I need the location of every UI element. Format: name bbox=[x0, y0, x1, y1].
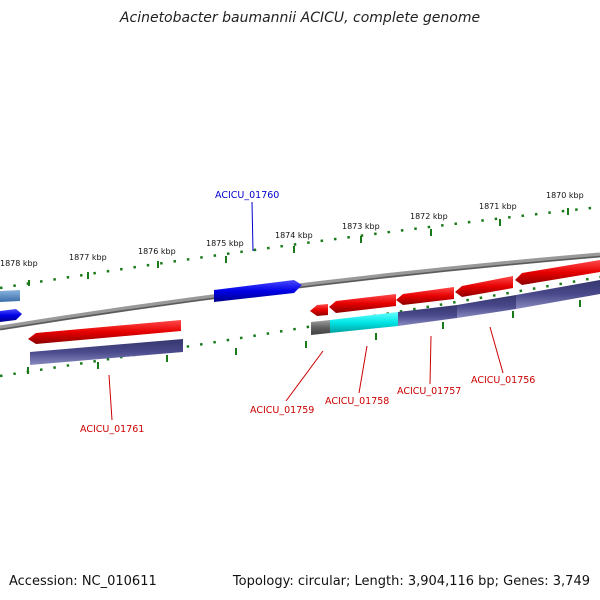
gene-label[interactable]: ACICU_01759 bbox=[250, 405, 314, 416]
genome-backbone bbox=[0, 252, 600, 331]
gene-arrow[interactable] bbox=[0, 290, 20, 302]
label-leader bbox=[429, 335, 432, 385]
forward-genes bbox=[0, 280, 302, 322]
feature-track bbox=[30, 280, 600, 365]
label-leader bbox=[489, 326, 504, 374]
feature-block[interactable] bbox=[30, 339, 183, 365]
ruler-label: 1878 kbp bbox=[0, 259, 38, 268]
genome-summary-text: Topology: circular; Length: 3,904,116 bp… bbox=[232, 574, 590, 589]
gene-label[interactable]: ACICU_01761 bbox=[80, 424, 144, 435]
ruler-label: 1876 kbp bbox=[138, 247, 176, 256]
ruler-label: 1875 kbp bbox=[206, 239, 244, 248]
genome-title: Acinetobacter baumannii ACICU, complete … bbox=[119, 10, 481, 26]
feature-block[interactable] bbox=[457, 295, 516, 318]
feature-block[interactable] bbox=[330, 312, 398, 333]
ruler-label: 1877 kbp bbox=[69, 253, 107, 262]
outer-ruler bbox=[0, 205, 600, 290]
ruler-label: 1870 kbp bbox=[546, 191, 584, 200]
gene-arrow-ACICU-01757[interactable] bbox=[396, 287, 454, 305]
gene-label[interactable]: ACICU_01756 bbox=[471, 375, 535, 386]
gene-arrow-ACICU-01760[interactable] bbox=[214, 280, 302, 302]
accession-text: Accession: NC_010611 bbox=[9, 574, 157, 589]
gene-arrow-ACICU-01756[interactable] bbox=[455, 276, 513, 297]
feature-block[interactable] bbox=[311, 320, 330, 335]
ruler-label: 1872 kbp bbox=[410, 212, 448, 221]
label-leader bbox=[285, 350, 324, 402]
gene-arrow[interactable] bbox=[0, 309, 22, 322]
feature-block[interactable] bbox=[516, 280, 600, 309]
ruler-label: 1871 kbp bbox=[479, 202, 517, 211]
inner-ruler bbox=[0, 275, 600, 378]
gene-label[interactable]: ACICU_01758 bbox=[325, 396, 389, 407]
gene-label[interactable]: ACICU_01760 bbox=[215, 190, 279, 201]
label-leader bbox=[251, 201, 254, 252]
feature-block[interactable] bbox=[398, 305, 457, 326]
gene-arrow-ACICU-01759[interactable] bbox=[310, 304, 328, 316]
label-leader bbox=[108, 374, 113, 421]
reverse-genes bbox=[28, 260, 600, 344]
ruler-label: 1874 kbp bbox=[275, 231, 313, 240]
gene-arrow[interactable] bbox=[515, 260, 600, 285]
gene-label[interactable]: ACICU_01757 bbox=[397, 386, 461, 397]
gene-arrow-ACICU-01761[interactable] bbox=[28, 320, 181, 344]
ruler-label: 1873 kbp bbox=[342, 222, 380, 231]
label-leader bbox=[358, 345, 368, 394]
gene-arrow-ACICU-01758[interactable] bbox=[329, 294, 396, 313]
